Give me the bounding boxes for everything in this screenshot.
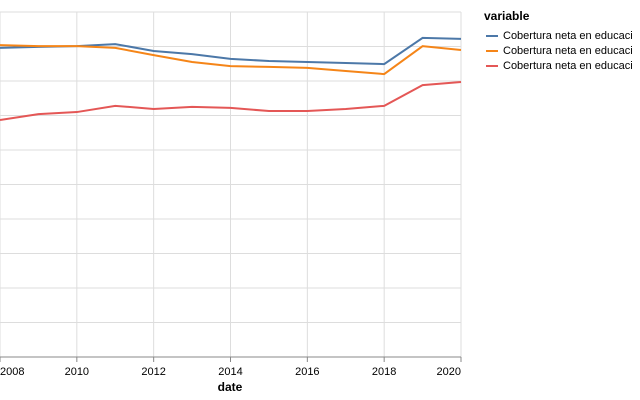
legend-label: Cobertura neta en educaci <box>503 60 633 72</box>
series-line <box>0 44 462 76</box>
x-tick-label: 2020 <box>437 366 461 378</box>
x-tick-label: 2014 <box>218 366 242 378</box>
x-tick-label: 2018 <box>372 366 396 378</box>
legend-title: variable <box>484 9 530 23</box>
x-tick-label: 2010 <box>65 366 89 378</box>
x-axis-title: date <box>218 380 243 394</box>
x-tick-label: 2008 <box>0 366 24 378</box>
series-line <box>0 81 462 121</box>
legend-label: Cobertura neta en educaci <box>503 45 633 57</box>
x-tick-label: 2012 <box>141 366 165 378</box>
legend-label: Cobertura neta en educaci <box>503 30 633 42</box>
x-tick-label: 2016 <box>295 366 319 378</box>
